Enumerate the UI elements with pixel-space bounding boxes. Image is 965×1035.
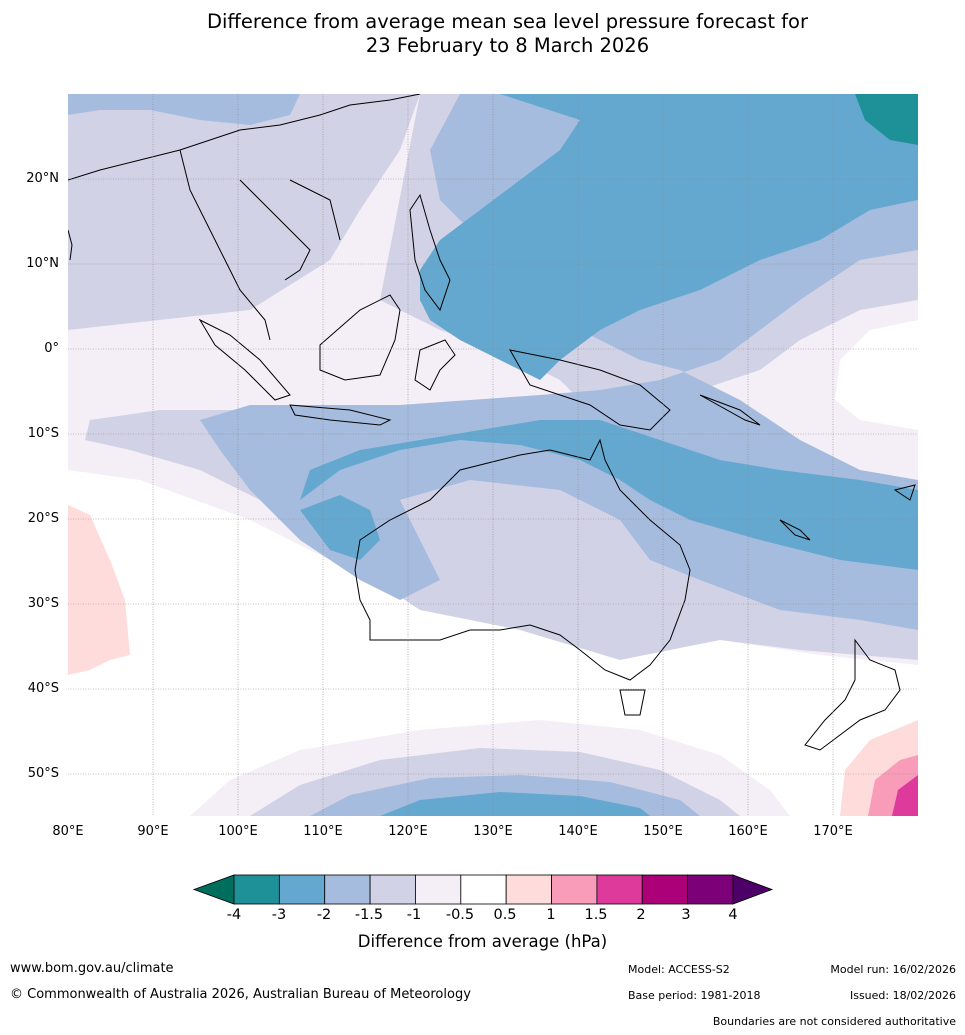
lat-label: 50°S (27, 766, 59, 781)
lat-label: 40°S (27, 681, 59, 696)
boundaries-disclaimer: Boundaries are not considered authoritat… (712, 1015, 956, 1028)
coastlines (68, 94, 916, 751)
contour-band-3-nw (68, 94, 300, 125)
contour-positive-se-3 (892, 775, 918, 816)
colorbar-tick: -4 (226, 907, 242, 923)
map-title: Difference from average mean sea level p… (0, 10, 965, 58)
gridlines (68, 94, 918, 816)
base-period: Base period: 1981-2018 (628, 989, 761, 1002)
colorbar-tick: 4 (728, 907, 738, 923)
colorbar-tick: -3 (271, 907, 287, 923)
contour-positive-west (68, 505, 130, 675)
lon-label: 110°E (303, 824, 343, 839)
lon-label: 100°E (218, 824, 258, 839)
lon-label: 80°E (52, 824, 84, 839)
colorbar-tick: -0.5 (445, 907, 475, 923)
contour-band-3 (420, 94, 918, 380)
colorbar-tick: 2 (636, 907, 646, 923)
issued-date: Issued: 18/02/2026 (849, 989, 956, 1002)
lon-label: 160°E (728, 824, 768, 839)
lon-label: 150°E (643, 824, 683, 839)
colorbar-tick: -1 (406, 907, 422, 923)
copyright-text: © Commonwealth of Australia 2026, Austra… (10, 987, 471, 1002)
website-link[interactable]: www.bom.gov.au/climate (10, 961, 174, 976)
colorbar-tick: 1.5 (584, 907, 608, 923)
contour-neutral-east (835, 320, 918, 430)
colorbar-tick: -2 (316, 907, 332, 923)
model-name: Model: ACCESS-S2 (628, 963, 730, 976)
colorbar-tick: 1 (546, 907, 556, 923)
contour-band-3b (300, 420, 918, 570)
lat-label: 0° (44, 341, 59, 356)
contour-band-4-ne (855, 94, 918, 145)
title-line-2: 23 February to 8 March 2026 (365, 34, 650, 57)
model-run: Model run: 16/02/2026 (830, 963, 956, 976)
colorbar-tick: -1.5 (354, 907, 384, 923)
lat-label: 20°N (26, 171, 59, 186)
lon-label: 120°E (388, 824, 428, 839)
contour-band-south-4 (380, 792, 650, 816)
colorbar-tick: 3 (681, 907, 691, 923)
lat-label: 10°N (26, 256, 59, 271)
contour-band-1 (68, 94, 420, 330)
colorbar-label: Difference from average (hPa) (357, 932, 608, 951)
lon-label: 140°E (558, 824, 598, 839)
lat-label: 20°S (27, 511, 59, 526)
colorbar-tick: 0.5 (493, 907, 517, 923)
lat-label: 10°S (27, 426, 59, 441)
lon-label: 170°E (813, 824, 853, 839)
lat-label: 30°S (27, 596, 59, 611)
lon-label: 90°E (137, 824, 169, 839)
lon-label: 130°E (473, 824, 513, 839)
title-line-1: Difference from average mean sea level p… (207, 10, 808, 33)
contour-band-3c (300, 495, 380, 560)
contour-neutral-south (68, 470, 918, 816)
